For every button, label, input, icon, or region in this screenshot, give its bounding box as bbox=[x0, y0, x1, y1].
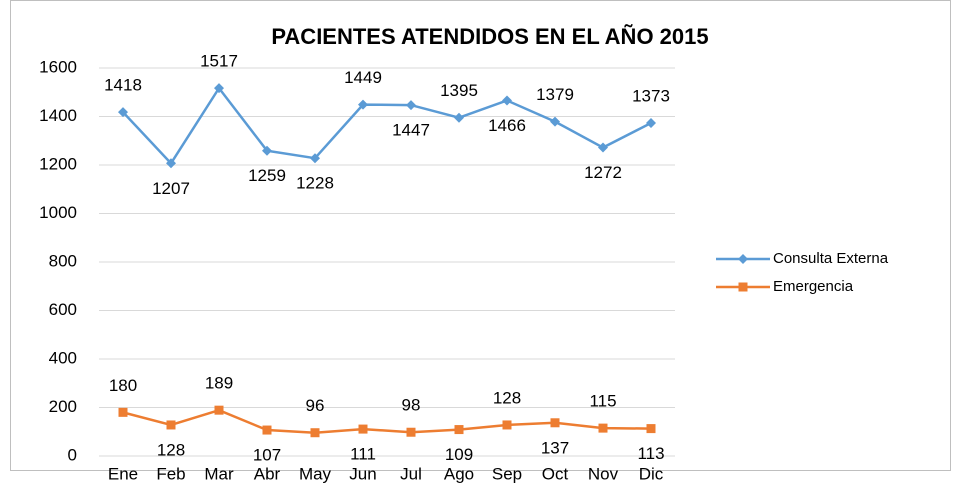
point bbox=[646, 424, 656, 434]
point bbox=[454, 425, 464, 435]
point bbox=[118, 107, 128, 118]
point bbox=[118, 407, 128, 417]
point bbox=[358, 99, 368, 110]
x-tick-label: Sep bbox=[492, 464, 522, 483]
point bbox=[262, 145, 272, 156]
y-tick-label: 1400 bbox=[39, 106, 77, 125]
x-tick-label: May bbox=[299, 464, 332, 483]
x-tick-label: Ago bbox=[444, 464, 474, 483]
point bbox=[358, 424, 368, 434]
point bbox=[214, 83, 224, 94]
point bbox=[598, 142, 608, 153]
data-label: 128 bbox=[157, 440, 185, 459]
y-tick-label: 400 bbox=[49, 348, 77, 367]
data-label: 1272 bbox=[584, 163, 622, 182]
legend-marker bbox=[738, 254, 748, 264]
point bbox=[550, 116, 560, 127]
x-tick-label: Abr bbox=[254, 464, 281, 483]
data-label: 1379 bbox=[536, 85, 574, 104]
y-tick-label: 1200 bbox=[39, 154, 77, 173]
y-tick-label: 800 bbox=[49, 251, 77, 270]
data-label: 1395 bbox=[440, 81, 478, 100]
data-label: 96 bbox=[306, 396, 325, 415]
data-label: 113 bbox=[637, 444, 664, 463]
data-label: 180 bbox=[109, 376, 137, 395]
legend-marker bbox=[738, 282, 748, 292]
point bbox=[454, 112, 464, 123]
point bbox=[214, 405, 224, 415]
data-label: 115 bbox=[589, 392, 616, 411]
x-tick-label: Ene bbox=[108, 464, 138, 483]
x-tick-label: Jun bbox=[349, 464, 376, 483]
x-tick-label: Dic bbox=[639, 464, 664, 483]
point bbox=[310, 428, 320, 438]
legend-label: Emergencia bbox=[773, 278, 854, 295]
data-label: 1447 bbox=[392, 121, 430, 140]
y-tick-label: 200 bbox=[49, 397, 77, 416]
chart-title: PACIENTES ATENDIDOS EN EL AÑO 2015 bbox=[271, 24, 708, 49]
point bbox=[550, 418, 560, 428]
data-label: 189 bbox=[205, 374, 233, 393]
point bbox=[646, 118, 656, 129]
x-tick-label: Jul bbox=[400, 464, 422, 483]
data-label: 1228 bbox=[296, 174, 334, 193]
point bbox=[310, 153, 320, 164]
point bbox=[406, 427, 416, 437]
x-tick-label: Feb bbox=[156, 464, 185, 483]
data-label: 137 bbox=[541, 438, 569, 457]
data-label: 1207 bbox=[152, 179, 190, 198]
series-line bbox=[122, 85, 652, 166]
data-label: 1373 bbox=[632, 87, 670, 106]
data-label: 98 bbox=[402, 396, 421, 415]
y-tick-label: 1600 bbox=[39, 57, 77, 76]
data-label: 1466 bbox=[488, 116, 526, 135]
data-label: 128 bbox=[493, 388, 521, 407]
point bbox=[502, 95, 512, 106]
data-label: 109 bbox=[445, 445, 473, 464]
point bbox=[166, 158, 176, 169]
data-label: 1517 bbox=[200, 52, 238, 71]
x-tick-label: Oct bbox=[542, 464, 569, 483]
point bbox=[598, 423, 608, 433]
point bbox=[262, 425, 272, 435]
legend-label: Consulta Externa bbox=[773, 250, 889, 267]
x-tick-label: Mar bbox=[204, 464, 234, 483]
data-label: 107 bbox=[253, 446, 281, 465]
data-label: 111 bbox=[350, 445, 376, 464]
y-tick-label: 600 bbox=[49, 300, 77, 319]
data-label: 1449 bbox=[344, 68, 382, 87]
chart-frame bbox=[10, 0, 951, 471]
point bbox=[406, 100, 416, 111]
data-label: 1259 bbox=[248, 166, 286, 185]
point bbox=[166, 420, 176, 430]
x-tick-label: Nov bbox=[588, 464, 619, 483]
y-tick-label: 0 bbox=[68, 445, 77, 464]
point bbox=[502, 420, 512, 430]
series-line bbox=[122, 408, 652, 434]
y-tick-label: 1000 bbox=[39, 203, 77, 222]
data-label: 1418 bbox=[104, 76, 142, 95]
